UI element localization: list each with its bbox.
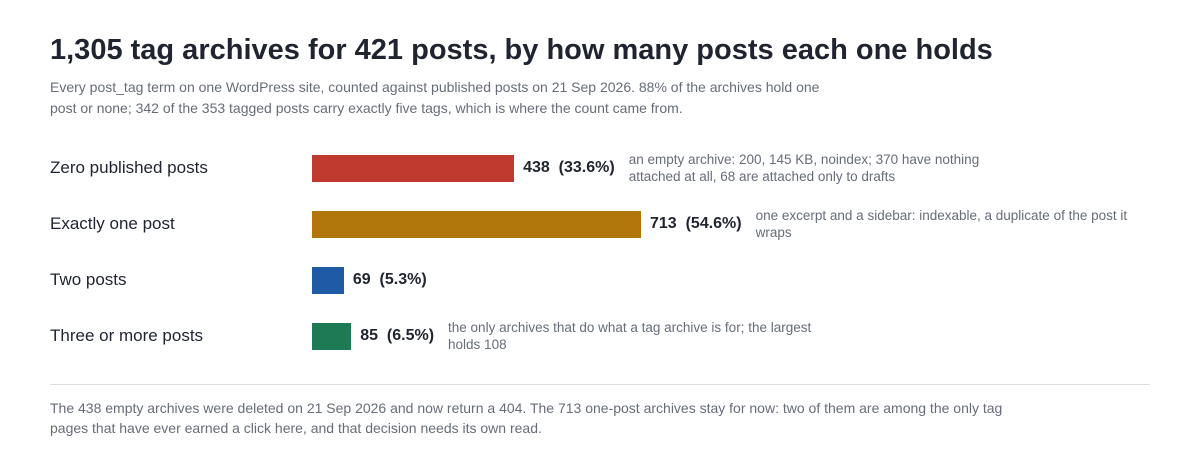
value-label: 713 (54.6%): [650, 215, 742, 232]
bar-row: Exactly one post 713 (54.6%) one excerpt a…: [50, 196, 1150, 252]
value-label: 69 (5.3%): [352, 271, 427, 288]
bar: [312, 266, 344, 294]
annotation: the only archives that do what a tag arc…: [448, 320, 812, 352]
category-label: Three or more posts: [50, 326, 204, 345]
bar-row: Two posts 69 (5.3%): [50, 252, 1150, 308]
chart-title: 1,305 tag archives for 421 posts, by how…: [50, 34, 993, 66]
category-label: Exactly one post: [50, 214, 175, 233]
annotation: one excerpt and a sidebar: indexable, a …: [755, 208, 1128, 240]
bar: [312, 154, 515, 182]
value-label: 438 (33.6%): [523, 159, 615, 176]
annotation: an empty archive: 200, 145 KB, noindex; …: [628, 152, 980, 184]
category-label: Zero published posts: [50, 158, 208, 177]
bar-rows: Zero published posts 438 (33.6%) an empty …: [50, 140, 1150, 364]
bar-row: Zero published posts 438 (33.6%) an empty …: [50, 140, 1150, 196]
bar-row: Three or more posts 85 (6.5%) the only arc…: [50, 308, 1150, 364]
chart-subtitle: Every post_tag term on one WordPress sit…: [50, 79, 820, 116]
bar: [312, 210, 641, 238]
footnote: The 438 empty archives were deleted on 2…: [50, 400, 1003, 436]
category-label: Two posts: [50, 270, 127, 289]
bar: [312, 322, 352, 350]
divider: [50, 384, 1150, 385]
value-label: 85 (6.5%): [360, 327, 435, 344]
